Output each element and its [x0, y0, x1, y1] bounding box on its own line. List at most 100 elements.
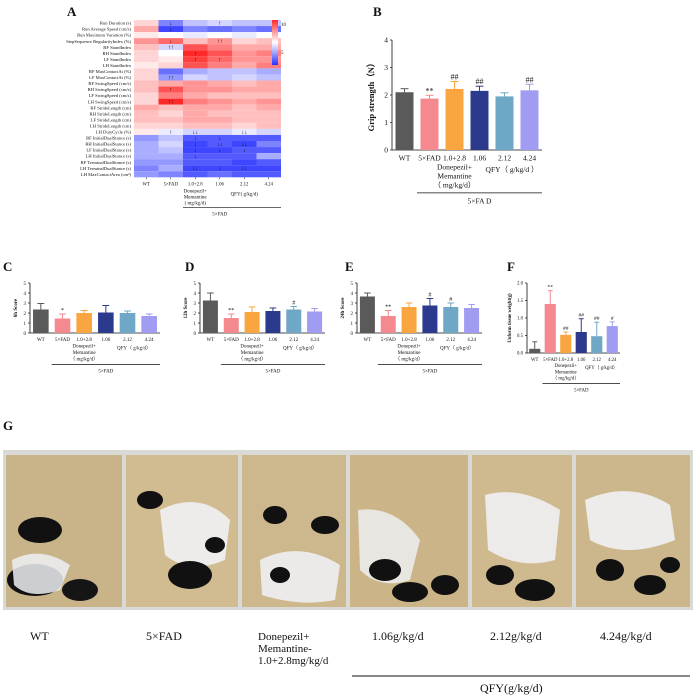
heatmap-arrow: ↓	[194, 142, 197, 148]
bar-chart-grip-strength: 0 1 2 3 4 Grip strength（N） WT ** 5×FAD ## 1.0+2.8 #…	[366, 36, 542, 205]
fad-label: 5×FAD	[574, 388, 589, 393]
heatmap-cell	[207, 38, 232, 45]
photo-wt	[6, 455, 122, 607]
heatmap-qfy-label: QFY( g/kg/d)	[231, 192, 259, 197]
heatmap-cell	[134, 165, 159, 172]
nesting-paper	[260, 551, 340, 603]
heatmap-cell	[134, 122, 159, 129]
significance-mark: ##	[579, 313, 585, 319]
legend-tick: 5	[281, 51, 284, 56]
bar-chart-unform-tissue-weight: 0.0 0.5 1.0 1.5 2.0 Unform tissue weight(g) WT…	[508, 282, 620, 393]
heatmap-cell	[232, 20, 257, 27]
heatmap-cell	[256, 68, 281, 75]
heatmap-arrow: ↑	[169, 88, 172, 94]
heatmap-cell	[232, 128, 257, 135]
heatmap-cell	[256, 141, 281, 148]
y-tick-label: 5	[24, 282, 27, 287]
y-tick-label: 1	[24, 322, 27, 327]
fad-label: 5×FAD	[98, 369, 113, 374]
heatmap-cell	[207, 116, 232, 123]
heatmap-cell	[256, 50, 281, 57]
heatmap-col-label: 5×FAD	[164, 182, 179, 187]
x-tick-label: 1.0+2.8	[401, 338, 417, 343]
heatmap-cell	[256, 171, 281, 178]
heatmap-cell	[183, 68, 208, 75]
heatmap-cell	[207, 153, 232, 160]
significance-mark: *	[61, 308, 64, 314]
heatmap-cell	[183, 56, 208, 63]
heatmap-cell	[256, 104, 281, 111]
heatmap-cell	[232, 122, 257, 129]
heatmap-row-label: LH StandIndex	[103, 63, 132, 68]
heatmap-cell	[134, 26, 159, 33]
heatmap-col-label: 1.06	[216, 182, 225, 187]
bar	[286, 309, 302, 333]
heatmap-cell	[183, 159, 208, 166]
significance-mark: ##	[526, 75, 534, 84]
heatmap-cell	[256, 165, 281, 172]
heatmap-cell	[134, 68, 159, 75]
y-axis-label: 12h Score	[184, 297, 189, 319]
group-label-donepezil: Memantine	[555, 370, 577, 375]
heatmap-cell	[207, 32, 232, 39]
heatmap-cell	[183, 110, 208, 117]
x-tick-label: 2.12	[123, 338, 132, 343]
heatmap-cell	[183, 20, 208, 27]
heatmap-arrow: ↓↓	[241, 142, 247, 148]
heatmap-cell	[183, 116, 208, 123]
heatmap-cell	[183, 80, 208, 87]
heatmap-cell	[158, 50, 183, 57]
heatmap-cell	[183, 122, 208, 129]
heatmap-group-label: ( mg/kg/d)	[185, 201, 207, 206]
heatmap-cell	[207, 20, 232, 27]
heatmap-cell	[183, 134, 208, 141]
group-label-donepezil: Memantine	[437, 172, 472, 181]
mouse-image	[486, 565, 514, 585]
heatmap-cell	[256, 56, 281, 63]
significance-mark: ##	[563, 326, 569, 332]
heatmap-cell	[134, 110, 159, 117]
heatmap-arrow: ↓↓	[241, 166, 247, 172]
heatmap-cell	[232, 153, 257, 160]
group-label-donepezil: （ mg/kg/d）	[70, 357, 98, 363]
panel-label-f: F	[507, 259, 515, 274]
x-tick-label: 2.12	[498, 154, 511, 163]
mouse-image	[596, 559, 624, 581]
mouse-image	[392, 582, 428, 602]
significance-mark: #	[611, 316, 614, 322]
heatmap-cell	[207, 147, 232, 154]
mouse-image	[660, 557, 680, 573]
heatmap-cell	[256, 86, 281, 93]
heatmap-cell	[134, 74, 159, 81]
heatmap-cell	[134, 116, 159, 123]
significance-mark: ##	[594, 316, 600, 322]
heatmap-cell	[134, 86, 159, 93]
heatmap-cell	[207, 68, 232, 75]
heatmap-row-label: LH TerminalDualStance (s)	[80, 166, 131, 171]
heatmap-cell	[207, 110, 232, 117]
bar	[33, 309, 49, 333]
heatmap-arrow: ↓↓	[192, 130, 198, 136]
y-tick-label: 1	[384, 118, 388, 127]
heatmap-arrow: ↓	[169, 39, 172, 45]
x-tick-label: WT	[207, 338, 215, 343]
heatmap-cell	[183, 44, 208, 51]
significance-mark: **	[426, 86, 434, 95]
group-label-donepezil: Donepezil+	[72, 345, 96, 350]
heatmap-cell	[232, 80, 257, 87]
heatmap-arrow: ↑	[218, 21, 221, 27]
photo-qfy-label: QFY(g/kg/d)	[480, 681, 543, 695]
heatmap-cell	[232, 44, 257, 51]
y-tick-label: 2	[194, 312, 197, 317]
heatmap-cell	[256, 80, 281, 87]
heatmap-cell	[158, 153, 183, 160]
photo-label-5xfad: 5×FAD	[146, 629, 182, 643]
heatmap-cell	[232, 74, 257, 81]
heatmap-arrow: ↑	[194, 57, 197, 63]
heatmap-cell	[256, 74, 281, 81]
heatmap-cell	[134, 62, 159, 69]
heatmap-row-label: RF TerminalDualStance (s)	[81, 160, 132, 165]
x-tick-label: 1.06	[269, 338, 278, 343]
legend-tick: 10	[281, 23, 287, 28]
group-label-donepezil: Memantine	[241, 351, 265, 356]
